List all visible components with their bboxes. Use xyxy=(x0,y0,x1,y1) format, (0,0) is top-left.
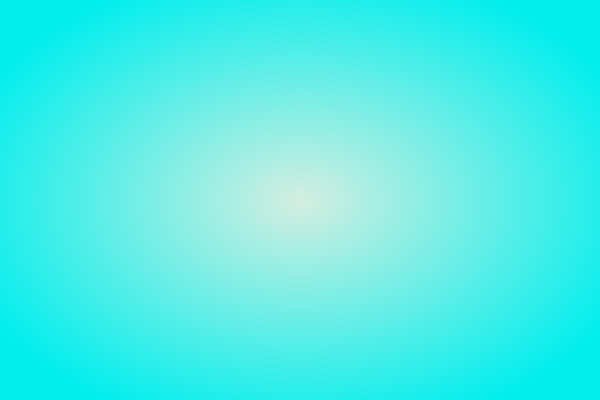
Text: Assaults (15.0%): Assaults (15.0%) xyxy=(0,125,250,204)
Wedge shape xyxy=(154,137,300,310)
Wedge shape xyxy=(181,77,446,370)
Text: Burglaries (20.0%): Burglaries (20.0%) xyxy=(92,78,224,223)
Text: Thefts (65.0%): Thefts (65.0%) xyxy=(398,258,598,273)
Wedge shape xyxy=(181,77,300,223)
Title: Crimes by type - 2016: Crimes by type - 2016 xyxy=(162,10,438,30)
